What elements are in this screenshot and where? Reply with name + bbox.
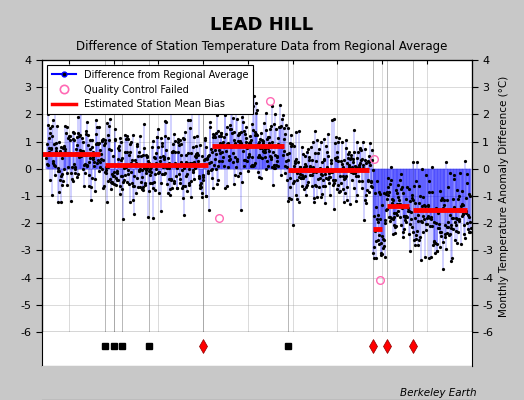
Text: LEAD HILL: LEAD HILL bbox=[211, 16, 313, 34]
Legend: Difference from Regional Average, Quality Control Failed, Estimated Station Mean: Difference from Regional Average, Qualit… bbox=[47, 65, 253, 114]
Text: Difference of Station Temperature Data from Regional Average: Difference of Station Temperature Data f… bbox=[77, 40, 447, 53]
Legend: Station Move, Record Gap, Time of Obs. Change, Empirical Break: Station Move, Record Gap, Time of Obs. C… bbox=[47, 369, 411, 385]
Text: Berkeley Earth: Berkeley Earth bbox=[400, 388, 477, 398]
Y-axis label: Monthly Temperature Anomaly Difference (°C): Monthly Temperature Anomaly Difference (… bbox=[499, 75, 509, 317]
